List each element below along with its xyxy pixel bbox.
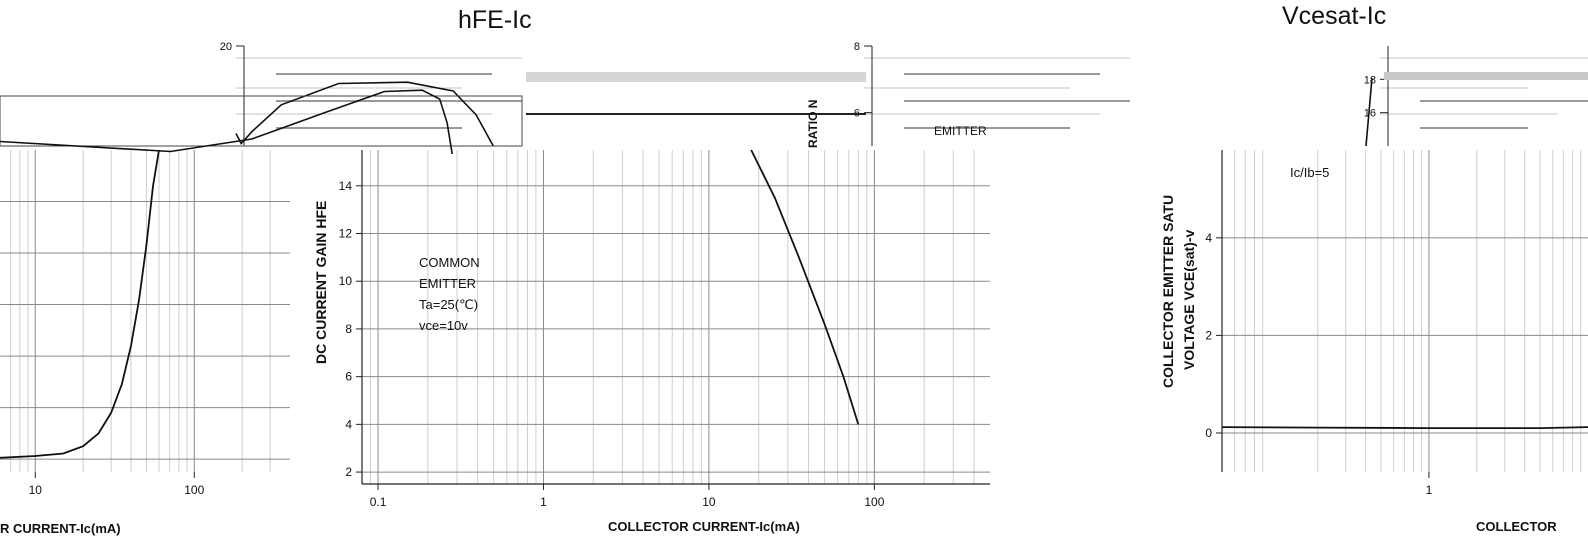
- series-line: [750, 149, 860, 425]
- annotation-line: Ic/Ib=5: [1290, 165, 1330, 180]
- strip-streak: [526, 72, 866, 82]
- strip-frame: [0, 95, 523, 147]
- annotation-hfe: COMMON EMITTER Ta=25(℃) vce=10v: [419, 252, 480, 336]
- plot-area-left: 10 100: [0, 149, 290, 497]
- chart-title-hfe: hFE-Ic: [458, 6, 532, 34]
- y-tick-label: 8: [345, 322, 352, 336]
- y-tick-label: 12: [339, 227, 353, 241]
- x-tick-label: 0.1: [370, 495, 387, 509]
- strip-axis-label-middle: RATIO N: [806, 99, 820, 148]
- x-axis-label-hfe: COLLECTOR CURRENT-Ic(mA): [608, 519, 800, 534]
- y-tick-label: 10: [339, 274, 353, 288]
- y-axis-label-hfe: DC CURRENT GAIN HFE: [313, 200, 329, 364]
- x-axis-label-left: R CURRENT-Ic(mA): [0, 521, 121, 536]
- y-tick-label: 2: [1205, 328, 1212, 342]
- annotation-line: Ta=25(℃): [419, 297, 479, 312]
- y-tick-label: 8: [854, 41, 860, 53]
- plot-area-hfe: 0.1 1 10 100 2 4 6 8 10 12 14: [339, 149, 990, 509]
- series-line: [0, 89, 453, 155]
- y-axis-label-vcesat-2: VOLTAGE VCE(sat)-v: [1181, 229, 1197, 370]
- y-tick-label: 4: [345, 417, 352, 431]
- y-tick-label: 0: [1205, 426, 1212, 440]
- strip-plot-left: 20: [0, 41, 523, 155]
- annotation-line: EMITTER: [419, 276, 477, 291]
- y-axis-label-vcesat-1: COLLECTOR EMITTER SATU: [1160, 194, 1176, 388]
- y-tick-label: 6: [345, 370, 352, 384]
- y-tick-label: 2: [345, 465, 352, 479]
- strip-streak: [1384, 72, 1588, 80]
- series-line: [0, 149, 160, 459]
- y-tick-label: 16: [1364, 108, 1376, 120]
- y-tick-label: 20: [220, 41, 232, 53]
- x-tick-label: 1: [1426, 483, 1433, 497]
- y-tick-label: 4: [1205, 231, 1212, 245]
- annotation-line: COMMON: [419, 255, 480, 270]
- x-tick-label: 10: [702, 495, 716, 509]
- strip-plot-middle: 68: [526, 41, 1130, 146]
- series-line: [1365, 77, 1373, 147]
- series-line: [1221, 426, 1588, 429]
- x-tick-label: 10: [29, 483, 43, 497]
- annotation-line: EMITTER: [934, 124, 987, 138]
- chart-title-vcesat: Vcesat-Ic: [1282, 2, 1387, 30]
- x-axis-label-vcesat: COLLECTOR: [1476, 519, 1557, 534]
- annotation-strip-middle: EMITTER: [934, 121, 987, 142]
- x-tick-label: 1: [540, 495, 547, 509]
- y-tick-label: 18: [1364, 74, 1376, 86]
- annotation-line: vce=10v: [419, 318, 468, 333]
- annotation-vcesat: Ic/Ib=5: [1290, 162, 1329, 183]
- x-tick-label: 100: [184, 483, 204, 497]
- x-tick-label: 100: [864, 495, 884, 509]
- plot-area-vcesat: 1 0 2 4: [1205, 150, 1588, 497]
- y-tick-label: 14: [339, 179, 353, 193]
